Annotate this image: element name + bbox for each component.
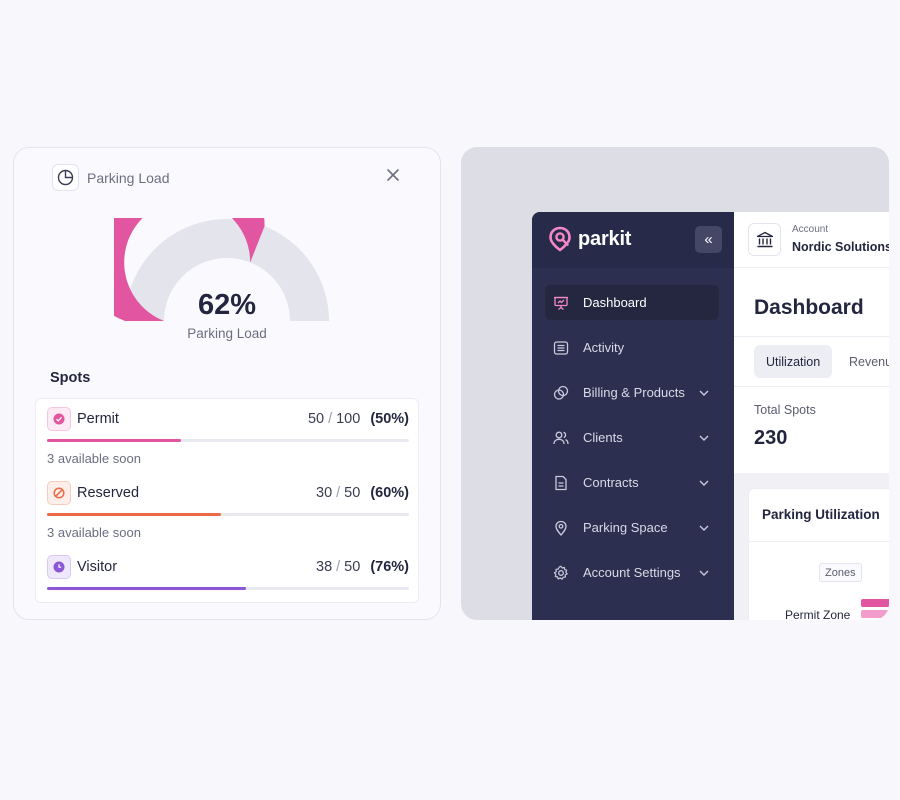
main-content: Account Nordic Solutions Dashboard Utili… — [734, 212, 889, 620]
parking-load-card: Parking Load 62% Parking Load Spots Perm… — [13, 147, 441, 620]
pie-chart-icon — [52, 164, 79, 191]
gauge-track — [125, 219, 329, 321]
zone-bar — [861, 599, 889, 607]
spot-reserved: Reserved 30/50 (60%) 3 available soon — [47, 480, 409, 540]
coins-icon — [553, 385, 569, 401]
account-topbar: Account Nordic Solutions — [734, 212, 889, 268]
ban-icon — [47, 481, 71, 505]
spot-name: Visitor — [77, 559, 118, 575]
total-spots-stat: Total Spots 230 — [734, 387, 889, 473]
spot-count: 38/50 — [316, 559, 361, 575]
spot-percent: (60%) — [370, 485, 409, 501]
chevron-down-icon — [697, 525, 711, 531]
card-title: Parking Utilization — [762, 507, 880, 522]
bank-icon — [748, 223, 781, 256]
zones-legend-tag: Zones — [819, 563, 862, 582]
tab-revenue[interactable]: Revenu — [849, 354, 889, 369]
close-icon — [387, 169, 399, 181]
spot-name: Permit — [77, 411, 119, 427]
spot-progress-fill — [47, 439, 181, 442]
tab-utilization[interactable]: Utilization — [754, 345, 833, 378]
check-circle-icon — [47, 407, 71, 431]
spot-note: 3 available soon — [47, 451, 141, 466]
parking-load-gauge — [114, 218, 329, 321]
spot-percent: (76%) — [370, 559, 409, 575]
presentation-icon — [553, 295, 569, 311]
clock-icon — [47, 555, 71, 579]
account-switcher[interactable]: Nordic Solutions — [792, 240, 889, 254]
gear-icon — [553, 565, 569, 581]
sidebar-item-account-settings[interactable]: Account Settings — [545, 555, 719, 590]
sidebar: parkit « Dashboard Activity — [532, 212, 734, 620]
chevron-down-icon — [697, 570, 711, 576]
sidebar-item-dashboard[interactable]: Dashboard — [545, 285, 719, 320]
brand-name: parkit — [578, 227, 632, 250]
spot-permit: Permit 50/100 (50%) 3 available soon — [47, 406, 409, 466]
spot-progress-track — [47, 587, 409, 590]
card-title: Parking Load — [87, 169, 170, 186]
gauge-value: 62% — [197, 289, 257, 321]
spot-progress-fill — [47, 587, 247, 590]
spot-progress-track — [47, 439, 409, 442]
stat-label: Total Spots — [754, 403, 816, 417]
users-icon — [553, 430, 569, 446]
spot-progress-fill — [47, 513, 221, 516]
spot-note: 3 available soon — [47, 525, 141, 540]
app-preview: parkit « Dashboard Activity — [461, 147, 889, 620]
spot-count: 30/50 — [316, 485, 361, 501]
close-button[interactable] — [382, 164, 404, 186]
location-pin-logo-icon — [549, 226, 571, 252]
spot-percent: (50%) — [370, 411, 409, 427]
spots-heading: Spots — [50, 370, 91, 386]
sidebar-item-billing-products[interactable]: Billing & Products — [545, 375, 719, 410]
spot-visitor: Visitor 38/50 (76%) — [47, 554, 409, 590]
spot-progress-track — [47, 513, 409, 516]
gauge-label: Parking Load — [187, 326, 267, 341]
document-icon — [553, 475, 569, 491]
spot-count: 50/100 — [307, 411, 361, 427]
stat-value: 230 — [754, 427, 788, 449]
collapse-sidebar-button[interactable]: « — [695, 226, 722, 253]
card-header: Parking Load — [52, 164, 170, 191]
spot-name: Reserved — [77, 485, 140, 501]
chevron-down-icon — [697, 435, 711, 441]
map-pin-icon — [553, 520, 569, 536]
zone-label: Permit Zone — [785, 608, 851, 620]
spots-list: Permit 50/100 (50%) 3 available soon Res… — [35, 398, 419, 603]
page-title: Dashboard — [754, 296, 864, 319]
chevron-down-icon — [697, 390, 711, 396]
stats-area: Total Spots 230 Parking Utilization Zone… — [734, 386, 889, 620]
zone-bar — [861, 610, 889, 618]
parking-utilization-card: Parking Utilization Zones Permit Zone — [748, 488, 889, 620]
logo: parkit — [548, 226, 631, 252]
sidebar-item-contracts[interactable]: Contracts — [545, 465, 719, 500]
sidebar-item-activity[interactable]: Activity — [545, 330, 719, 365]
dashboard-tabs: Utilization Revenu — [734, 336, 889, 386]
sidebar-item-parking-space[interactable]: Parking Space — [545, 510, 719, 545]
double-chevron-left-icon: « — [704, 231, 713, 248]
sidebar-nav: Dashboard Activity Billing & Products — [545, 285, 719, 600]
list-icon — [553, 340, 569, 356]
account-label: Account — [792, 224, 829, 235]
sidebar-item-clients[interactable]: Clients — [545, 420, 719, 455]
chevron-down-icon — [697, 480, 711, 486]
divider — [749, 541, 889, 542]
gauge-fill — [114, 218, 265, 321]
